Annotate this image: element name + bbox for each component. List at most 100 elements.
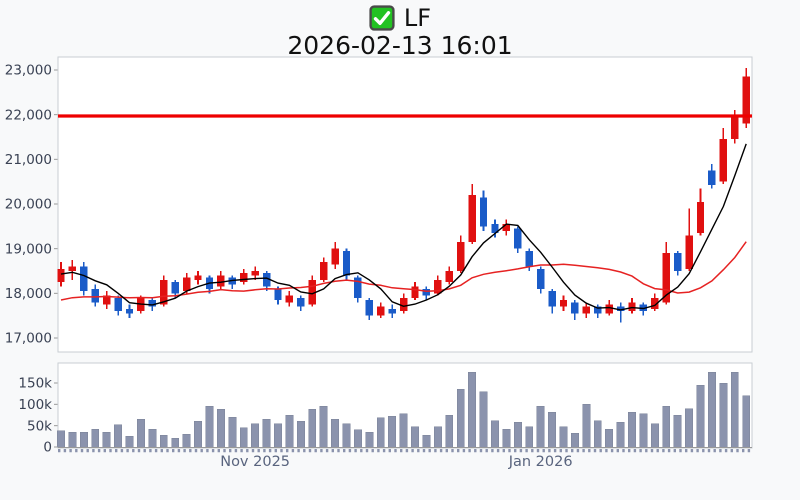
candle bbox=[217, 271, 225, 289]
candle bbox=[673, 250, 682, 276]
candle bbox=[742, 67, 750, 129]
volume-axis-labels: 150k 100k 50k 0 bbox=[18, 376, 58, 456]
candle bbox=[251, 266, 259, 280]
candle bbox=[457, 235, 465, 274]
candle bbox=[354, 275, 362, 303]
volume-bar bbox=[182, 433, 191, 448]
volume-bar bbox=[479, 391, 488, 448]
volume-bar bbox=[216, 409, 225, 448]
volume-bar bbox=[365, 431, 374, 448]
volume-bar bbox=[388, 416, 397, 448]
volume-bar bbox=[593, 420, 602, 448]
candle bbox=[57, 262, 65, 287]
candle bbox=[377, 302, 385, 318]
volume-bar bbox=[136, 419, 145, 448]
price-axis-label: 22,000 bbox=[5, 107, 52, 123]
volume-bar bbox=[468, 372, 477, 448]
volume-axis-label: 150k bbox=[18, 376, 52, 392]
volume-bar bbox=[662, 406, 671, 448]
volume-bar bbox=[719, 382, 728, 448]
candle bbox=[297, 295, 305, 312]
candle bbox=[696, 188, 705, 236]
volume-bar bbox=[445, 414, 454, 448]
volume-bar bbox=[685, 408, 694, 448]
volume-bar bbox=[285, 414, 294, 448]
ma-slow-line bbox=[60, 241, 747, 301]
checkmark-glyph bbox=[373, 11, 391, 25]
candlesticks bbox=[57, 67, 750, 323]
candle bbox=[319, 257, 328, 283]
candle bbox=[182, 273, 191, 294]
volume-bar bbox=[194, 421, 202, 448]
candle bbox=[434, 275, 442, 296]
candle bbox=[365, 297, 374, 321]
candle bbox=[616, 302, 625, 323]
volume-bar bbox=[171, 438, 180, 448]
candle bbox=[491, 219, 499, 238]
candle bbox=[68, 259, 77, 280]
volume-bar bbox=[616, 422, 625, 448]
candle bbox=[91, 284, 99, 307]
volume-bar bbox=[548, 411, 557, 448]
chart-title: LF bbox=[0, 3, 800, 33]
price-axis-labels: 23,000 22,000 21,000 20,000 19,000 18,000 17,0… bbox=[5, 63, 58, 347]
candle bbox=[262, 271, 271, 292]
volume-bar bbox=[742, 395, 751, 448]
candle bbox=[662, 241, 670, 305]
volume-axis-label: 0 bbox=[43, 440, 52, 456]
candle bbox=[399, 293, 408, 314]
volume-bar bbox=[205, 406, 214, 448]
volume-bar bbox=[376, 417, 385, 448]
volume-bar bbox=[525, 426, 534, 448]
candle bbox=[411, 282, 419, 301]
volume-bar bbox=[239, 427, 248, 448]
volume-bar bbox=[639, 413, 648, 448]
volume-axis-label: 50k bbox=[27, 418, 52, 434]
volume-bar bbox=[353, 429, 362, 448]
volume-bar bbox=[399, 413, 408, 448]
volume-bars bbox=[57, 372, 751, 448]
volume-bar bbox=[79, 431, 88, 448]
price-axis-label: 19,000 bbox=[5, 241, 52, 257]
volume-bar bbox=[228, 416, 237, 448]
candle bbox=[445, 266, 453, 285]
ma-fast-line bbox=[60, 143, 747, 311]
volume-bar bbox=[296, 421, 305, 448]
volume-bar bbox=[513, 422, 522, 448]
volume-bar bbox=[342, 423, 351, 448]
candle bbox=[194, 271, 202, 285]
candle bbox=[308, 275, 316, 307]
x-axis-label: Nov 2025 bbox=[220, 454, 290, 470]
volume-bar bbox=[730, 372, 739, 448]
volume-bar bbox=[411, 426, 419, 448]
candle bbox=[102, 291, 111, 309]
candle bbox=[685, 208, 693, 271]
x-axis-label: Jan 2026 bbox=[508, 454, 573, 470]
candle bbox=[559, 295, 568, 312]
timestamp-label: 2026-02-13 16:01 bbox=[287, 31, 513, 60]
volume-bar bbox=[628, 411, 636, 448]
volume-bar bbox=[605, 428, 614, 448]
candle bbox=[240, 268, 248, 285]
volume-bar bbox=[57, 430, 65, 448]
candle bbox=[719, 128, 728, 184]
volume-bar bbox=[433, 426, 442, 448]
candle bbox=[536, 266, 545, 294]
candle bbox=[582, 302, 591, 318]
candle bbox=[548, 288, 556, 314]
volume-axis-label: 100k bbox=[18, 397, 52, 413]
symbol-label: LF bbox=[403, 4, 432, 32]
candle bbox=[422, 286, 431, 301]
volume-bar bbox=[570, 433, 579, 448]
volume-bar bbox=[319, 406, 328, 448]
candle bbox=[502, 219, 511, 236]
candle bbox=[514, 226, 522, 254]
volume-bar bbox=[559, 426, 568, 448]
volume-bar bbox=[536, 406, 545, 448]
candle bbox=[651, 293, 659, 312]
candle bbox=[594, 304, 602, 318]
candle bbox=[80, 262, 88, 296]
candle bbox=[388, 304, 396, 318]
candle bbox=[708, 163, 716, 189]
